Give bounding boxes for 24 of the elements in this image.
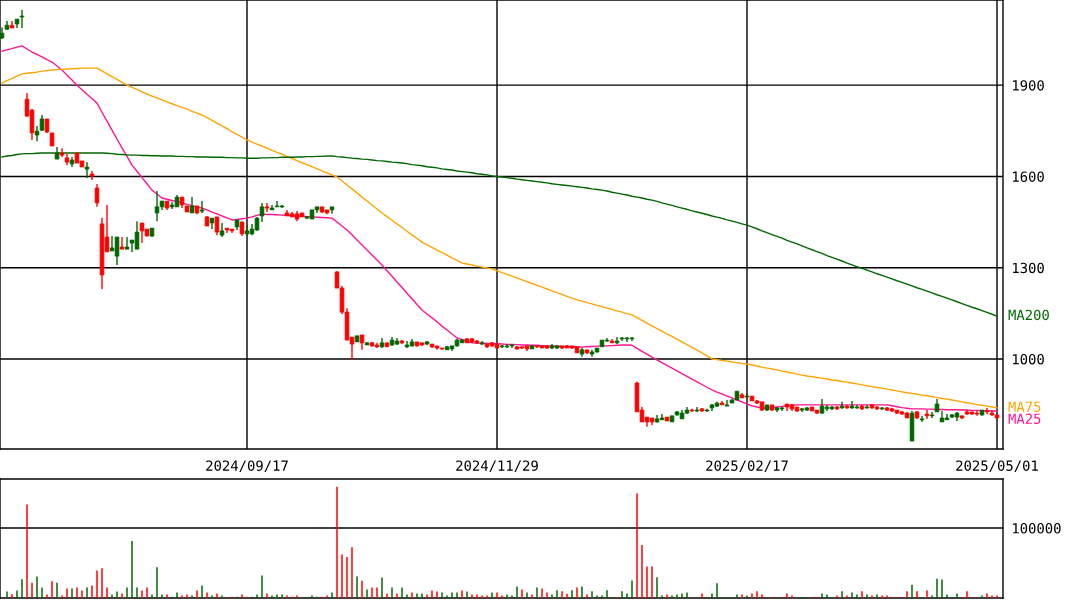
candlestick (264, 202, 270, 213)
y-tick-label: 1300 (1013, 262, 1044, 274)
series-label: MA25 (1008, 413, 1041, 424)
x-tick-label: 2024/11/29 (456, 460, 538, 473)
candlestick (139, 222, 145, 244)
series-label: MA200 (1008, 309, 1049, 321)
y-tick-label: 1000 (1013, 353, 1044, 365)
x-tick-label: 2025/05/01 (956, 460, 1038, 473)
candlestick (94, 183, 100, 208)
candlestick (214, 216, 220, 236)
x-tick-label: 2025/02/17 (706, 460, 788, 473)
series-label: MA75 (1008, 401, 1041, 412)
candlestick (199, 200, 205, 214)
candlestick (924, 409, 930, 420)
candlestick (84, 161, 90, 179)
y-tick-label: 100000 (1013, 523, 1061, 534)
x-tick-label: 2024/09/17 (206, 460, 288, 473)
line-series (1, 152, 998, 317)
candlestick (124, 236, 130, 250)
y-tick-label: 1600 (1013, 171, 1044, 182)
candlestick (154, 190, 160, 222)
y-tick-label: 1900 (1013, 80, 1044, 91)
candlestick (119, 236, 125, 250)
candlestick (919, 415, 925, 423)
